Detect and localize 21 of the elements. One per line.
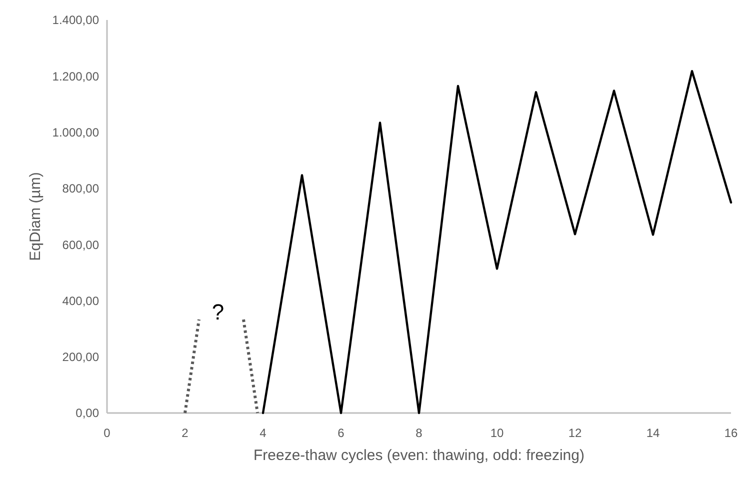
x-tick-label: 2: [182, 426, 189, 440]
x-tick-label: 8: [416, 426, 423, 440]
y-tick-label: 0,00: [76, 406, 100, 420]
x-axis-title: Freeze-thaw cycles (even: thawing, odd: freezing): [254, 447, 584, 464]
x-tick-label: 0: [104, 426, 111, 440]
x-tick-label: 12: [568, 426, 582, 440]
y-axis-title: EqDiam (µm): [27, 172, 44, 261]
x-tick-label: 6: [338, 426, 345, 440]
y-tick-label: 1.200,00: [52, 69, 100, 84]
y-tick-label: 1.400,00: [52, 13, 100, 28]
x-tick-label: 14: [646, 426, 660, 440]
y-tick-label: 200,00: [62, 350, 100, 364]
y-tick-label: 1.000,00: [52, 125, 100, 140]
x-tick-label: 4: [260, 426, 267, 440]
x-tick-label: 16: [724, 426, 738, 440]
y-tick-label: 400,00: [62, 294, 100, 308]
annotation: ?: [212, 300, 224, 325]
y-tick-label: 800,00: [62, 182, 100, 196]
x-tick-label: 10: [490, 426, 504, 440]
y-tick-label: 600,00: [62, 238, 100, 252]
line-series: [262, 70, 732, 414]
